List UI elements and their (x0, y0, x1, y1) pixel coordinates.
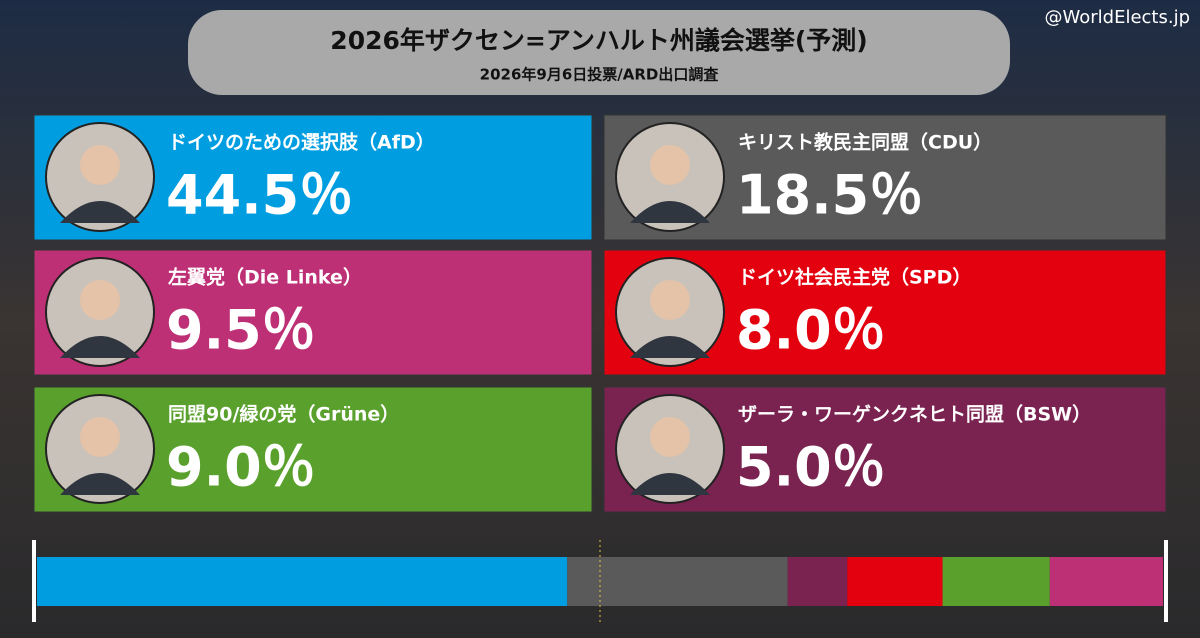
photo-body (630, 473, 710, 495)
share-segment (1049, 557, 1163, 606)
share-segment (942, 557, 1050, 606)
party-share: 9.0％ (166, 436, 316, 499)
share-segment (847, 557, 943, 606)
share-segment (567, 557, 788, 606)
photo-head (80, 280, 120, 320)
photo-head (650, 417, 690, 457)
party-share: 9.5％ (166, 299, 316, 362)
photo-body (630, 336, 710, 358)
party-name: ドイツのための選択肢（AfD） (168, 131, 435, 154)
share-segment (37, 557, 568, 606)
party-name: 同盟90/緑の党（Grüne） (168, 403, 399, 426)
party-name: キリスト教民主同盟（CDU） (738, 131, 992, 154)
source-handle: @WorldElects.jp (1044, 7, 1190, 28)
photo-body (60, 473, 140, 495)
party-name: ザーラ・ワーゲンクネヒト同盟（BSW） (738, 403, 1091, 426)
chart-title: 2026年ザクセン=アンハルト州議会選挙(予測) (330, 26, 867, 55)
photo-body (60, 336, 140, 358)
party-share: 44.5％ (166, 164, 353, 227)
photo-head (650, 145, 690, 185)
party-name: 左翼党（Die Linke） (168, 266, 362, 289)
share-segment (787, 557, 848, 606)
party-name: ドイツ社会民主党（SPD） (738, 266, 971, 289)
party-share: 18.5％ (736, 164, 923, 227)
photo-body (630, 201, 710, 223)
title-box (188, 10, 1010, 95)
photo-body (60, 201, 140, 223)
chart-subtitle: 2026年9月6日投票/ARD出口調査 (480, 66, 720, 84)
party-share: 5.0％ (736, 436, 886, 499)
photo-head (80, 417, 120, 457)
party-share: 8.0％ (736, 299, 886, 362)
photo-head (80, 145, 120, 185)
photo-head (650, 280, 690, 320)
